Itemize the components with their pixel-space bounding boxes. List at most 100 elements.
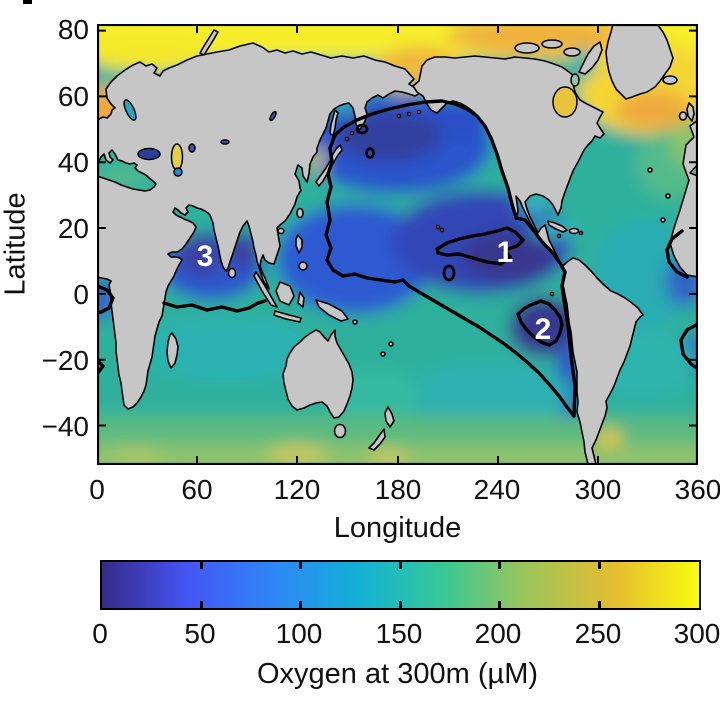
crop-artifact-mark bbox=[23, 0, 32, 4]
aleutian-island bbox=[396, 113, 402, 119]
omz-contour-small-loop bbox=[365, 147, 375, 159]
landmass-sri-lanka bbox=[227, 267, 237, 279]
island-hawaii bbox=[439, 227, 445, 233]
landmass-new-zealand-south bbox=[368, 428, 386, 451]
landmass-tasmania bbox=[333, 423, 347, 439]
x-tick-0: 0 bbox=[89, 474, 105, 505]
island-galapagos bbox=[549, 291, 555, 297]
y-tick-80: 80 bbox=[57, 14, 89, 45]
island-atlantic bbox=[647, 167, 653, 173]
colorbar-tick bbox=[200, 601, 203, 608]
colorbar-tick bbox=[200, 562, 203, 569]
aleutian-island bbox=[406, 111, 412, 117]
omz-labels: 1 2 3 bbox=[197, 236, 552, 346]
omz-contour-small-loop bbox=[355, 123, 369, 135]
colorbar-tick bbox=[498, 562, 501, 569]
map-axes: 1 2 3 bbox=[97, 24, 698, 465]
omz-contour-small-loop bbox=[442, 264, 456, 282]
island-dot bbox=[578, 230, 584, 236]
landmass-madagascar bbox=[166, 332, 179, 369]
aral-sea bbox=[188, 143, 196, 153]
inland-seas bbox=[123, 73, 580, 177]
omz-contour-atlantic-north bbox=[665, 229, 689, 279]
island-fiji bbox=[388, 341, 394, 347]
colorbar-tick bbox=[399, 562, 402, 569]
omz-contour-region2 bbox=[516, 299, 564, 347]
arctic-island bbox=[563, 47, 581, 57]
colorbar-tick-200: 200 bbox=[474, 618, 522, 649]
omz-contour-guinea bbox=[97, 284, 115, 315]
arctic-island bbox=[514, 42, 540, 54]
kuril-island bbox=[344, 136, 350, 142]
landmass-eurasia-africa bbox=[97, 42, 421, 410]
omz-contour-indian bbox=[162, 299, 267, 313]
omz-label-3: 3 bbox=[197, 240, 214, 273]
x-tick-180: 180 bbox=[374, 474, 422, 505]
x-tick-60: 60 bbox=[181, 474, 213, 505]
arctic-island bbox=[541, 39, 563, 49]
landmass-sumatra bbox=[253, 271, 278, 308]
x-tick-300: 300 bbox=[574, 474, 622, 505]
island-atlantic bbox=[660, 217, 666, 223]
foxe-basin bbox=[570, 73, 580, 87]
x-tick-240: 240 bbox=[473, 474, 521, 505]
island-solomon bbox=[352, 319, 358, 325]
landmass-hispaniola bbox=[568, 227, 580, 235]
landmass-borneo bbox=[275, 281, 295, 306]
colorbar-tick-100: 100 bbox=[275, 618, 323, 649]
landmass-greenland bbox=[605, 24, 674, 100]
oxygen-map: 1 2 3 bbox=[97, 24, 698, 465]
colorbar-tick-300: 300 bbox=[673, 618, 720, 649]
y-tick-0: 0 bbox=[73, 279, 89, 310]
colorbar-tick-50: 50 bbox=[184, 618, 216, 649]
island-atlantic bbox=[665, 193, 671, 199]
lake-balkhash bbox=[220, 139, 230, 145]
omz-contour-atlantic-south bbox=[679, 322, 698, 371]
colorbar-tick bbox=[299, 562, 302, 569]
island-dot bbox=[556, 233, 562, 239]
black-sea bbox=[137, 147, 161, 161]
landmass-new-zealand-north bbox=[384, 406, 395, 428]
colorbar-tick-150: 150 bbox=[375, 618, 423, 649]
x-tick-120: 120 bbox=[273, 474, 321, 505]
landmass-sakhalin bbox=[329, 109, 339, 137]
omz-contour-pacific bbox=[324, 99, 577, 418]
landmass-britain bbox=[686, 102, 695, 122]
island-hawaii bbox=[435, 224, 441, 230]
lake-baikal bbox=[269, 110, 277, 122]
y-tick-m20: −20 bbox=[41, 345, 90, 376]
landmass-australia bbox=[282, 329, 354, 419]
island-new-caledonia bbox=[380, 351, 386, 357]
landmass-americas bbox=[412, 55, 644, 465]
landmass-japan bbox=[315, 144, 343, 187]
colorbar-tick-0: 0 bbox=[92, 618, 108, 649]
y-tick-m40: −40 bbox=[41, 411, 90, 442]
y-tick-40: 40 bbox=[57, 147, 89, 178]
landmass-taiwan bbox=[296, 207, 304, 219]
colorbar bbox=[100, 560, 701, 610]
landmasses bbox=[97, 24, 698, 465]
landmass-mindanao bbox=[298, 261, 308, 271]
landmass-cuba bbox=[547, 220, 568, 233]
landmass-sulawesi bbox=[297, 291, 305, 308]
landmass-baffin-island bbox=[578, 41, 603, 75]
y-tick-20: 20 bbox=[57, 213, 89, 244]
colorbar-tick bbox=[399, 601, 402, 608]
omz-label-2: 2 bbox=[535, 313, 552, 346]
baltic-sea bbox=[123, 99, 137, 121]
colorbar-tick-250: 250 bbox=[574, 618, 622, 649]
landmass-new-guinea bbox=[315, 299, 349, 322]
caspian-sea bbox=[170, 143, 184, 171]
landmass-novaya-zemlya bbox=[199, 29, 219, 56]
colorbar-tick bbox=[498, 601, 501, 608]
omz-contour-region1 bbox=[435, 226, 525, 266]
x-tick-360: 360 bbox=[674, 474, 720, 505]
colorbar-tick bbox=[299, 601, 302, 608]
omz-label-1: 1 bbox=[497, 236, 514, 269]
colorbar-tick bbox=[598, 601, 601, 608]
y-tick-60: 60 bbox=[57, 81, 89, 112]
axis-ticks bbox=[98, 25, 697, 464]
aleutian-island bbox=[416, 109, 422, 115]
colorbar-tick bbox=[598, 562, 601, 569]
hudson-bay bbox=[552, 86, 578, 118]
